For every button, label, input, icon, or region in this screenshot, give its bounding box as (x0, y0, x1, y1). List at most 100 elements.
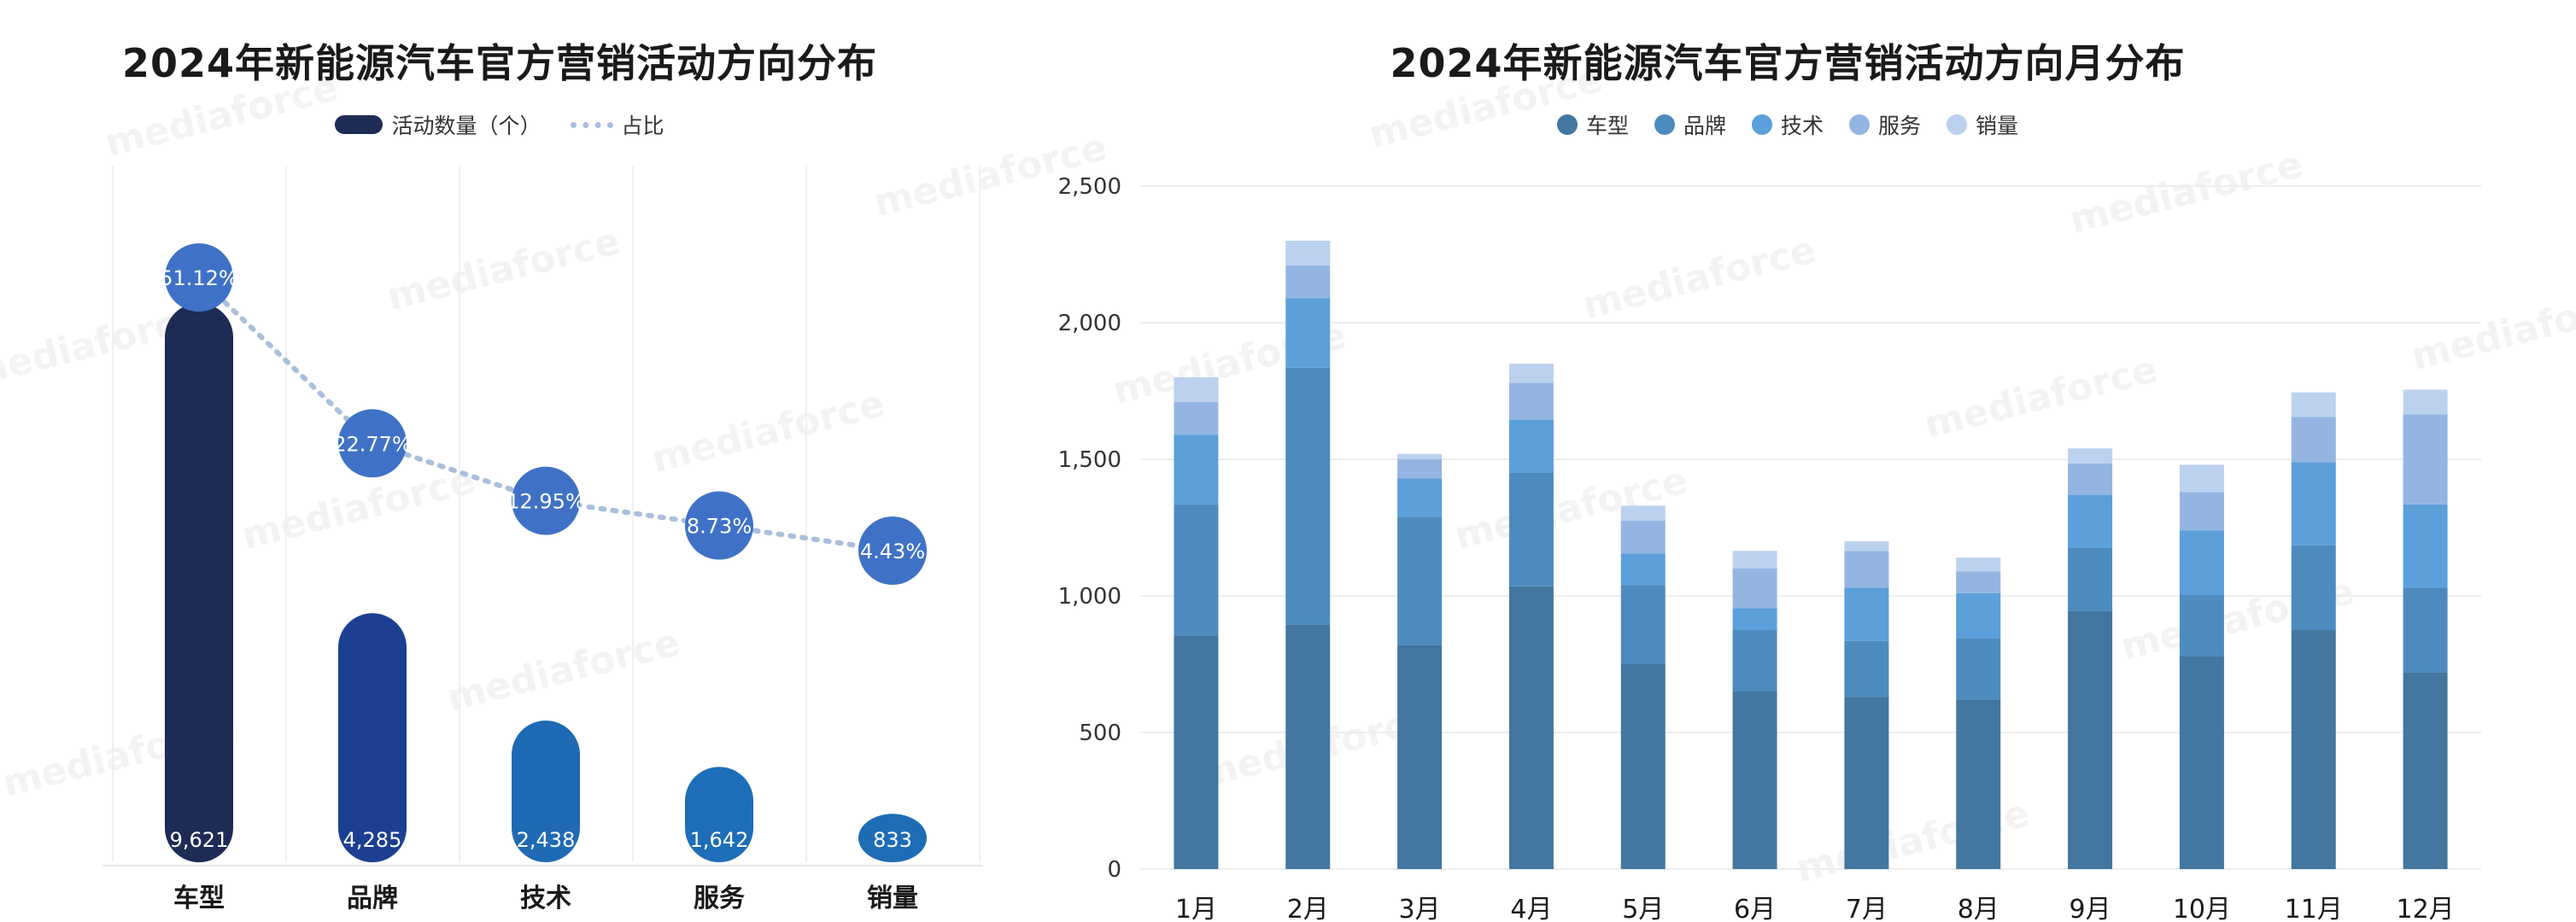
category-label: 服务 (694, 884, 745, 913)
x-tick-label: 2月 (1287, 895, 1329, 922)
stacked-bar-segment (2068, 548, 2113, 611)
stacked-bar-segment (1508, 473, 1554, 586)
stacked-bar-segment (2068, 448, 2113, 464)
x-tick-label: 1月 (1175, 895, 1217, 922)
stacked-bar-segment (1844, 541, 1889, 551)
category-label: 品牌 (347, 884, 398, 913)
legend-item-0: 车型 (1556, 109, 1629, 140)
y-tick-label: 0 (1107, 857, 1121, 883)
bar-value-label: 2,438 (517, 828, 576, 852)
bar (858, 814, 927, 862)
stacked-bar-segment (1397, 516, 1443, 645)
legend-item-4: 销量 (1947, 109, 2018, 140)
legend-item-3: 服务 (1849, 109, 1921, 140)
stacked-bar-segment (1174, 635, 1219, 869)
stacked-bar-segment (1956, 699, 2001, 869)
legend-swatch (1556, 114, 1578, 135)
y-tick-label: 2,000 (1058, 311, 1121, 336)
stacked-bar-segment (1732, 630, 1777, 692)
stacked-bar-segment (1508, 586, 1554, 869)
stacked-bar-segment (1956, 638, 2001, 700)
activity-direction-chart: 2024年新能源汽车官方营销活动方向分布 活动数量（个） 占比 9,621 车型 4… (0, 0, 999, 922)
stacked-bar-segment (1620, 553, 1666, 586)
bar (512, 721, 580, 862)
legend-label: 车型 (1585, 114, 1629, 138)
chart-plot-area: 0 500 1,000 1,500 2,000 2,500 1月 2月 3月 4月 5月 6月 7月 8月… (1058, 174, 2481, 922)
stacked-bar-segment (1732, 692, 1777, 869)
stacked-bar-segment (1732, 569, 1777, 609)
legend-swatch (1654, 114, 1675, 135)
bar-value-label: 4,285 (343, 828, 402, 852)
chart-title: 2024年新能源汽车官方营销活动方向月分布 (1390, 40, 2186, 86)
stacked-bar-segment (2179, 594, 2224, 656)
stacked-bar-segment (1956, 571, 2001, 593)
bar (685, 767, 753, 862)
y-tick-label: 2,500 (1058, 174, 1121, 200)
stacked-bar-segment (2403, 414, 2448, 505)
stacked-bar-segment (1508, 364, 1554, 383)
x-tick-label: 11月 (2285, 895, 2343, 922)
legend-item-count: 活动数量（个） (335, 109, 542, 140)
stacked-bar-segment (2403, 672, 2448, 869)
y-tick-label: 500 (1079, 721, 1121, 746)
x-tick-label: 6月 (1734, 895, 1776, 922)
bar-value-label: 1,642 (690, 828, 749, 852)
legend-label: 销量 (1976, 114, 2019, 138)
stacked-bar-segment (1397, 459, 1443, 479)
stacked-bar-segment (1174, 504, 1219, 636)
stacked-bar-segment (1844, 697, 1889, 869)
legend-label: 活动数量（个） (391, 114, 542, 138)
share-bubble (512, 466, 580, 535)
x-tick-label: 12月 (2396, 895, 2454, 922)
legend-label: 占比 (621, 114, 664, 138)
stacked-bar-segment (1620, 664, 1666, 869)
bar-value-label: 833 (873, 828, 912, 852)
share-label: 4.43% (860, 540, 925, 563)
stacked-bar-segment (1508, 382, 1554, 420)
y-tick-label: 1,000 (1058, 584, 1121, 610)
legend-item-share: 占比 (570, 109, 664, 140)
share-bubble (338, 409, 407, 478)
stacked-bar-segment (1174, 377, 1219, 402)
y-tick-label: 1,500 (1058, 447, 1121, 473)
stacked-bar-segment (2403, 504, 2448, 588)
share-bubble (685, 491, 753, 560)
stacked-bar-segment (1174, 401, 1219, 435)
stacked-bar-segment (1397, 453, 1443, 459)
stacked-bar-segment (2179, 464, 2224, 493)
legend-swatch-count (335, 115, 383, 134)
x-tick-label: 8月 (1958, 895, 1999, 922)
x-tick-label: 5月 (1622, 895, 1664, 922)
chart-legend: 车型 品牌 技术 服务 销量 (999, 109, 2576, 140)
stacked-bar-segment (2068, 494, 2113, 548)
chart-plot-area: 9,621 车型 4,285 品牌 2,438 技术 1,642 服务 833 销量 51.12% 2… (102, 166, 982, 913)
legend-label: 品牌 (1683, 114, 1726, 138)
category-label: 技术 (520, 884, 571, 913)
x-tick-label: 9月 (2070, 895, 2111, 922)
legend-swatch (1751, 114, 1772, 135)
stacked-bar-segment (2291, 417, 2336, 463)
x-tick-label: 10月 (2173, 895, 2231, 922)
legend-item-2: 技术 (1751, 109, 1824, 140)
stacked-bar-segment (1620, 585, 1666, 664)
stacked-bar-segment (2291, 545, 2336, 630)
stacked-bar-segment (1956, 557, 2001, 572)
stacked-bar-segment (2403, 587, 2448, 673)
stacked-bar-segment (1285, 624, 1331, 869)
stacked-bar-segment (2403, 389, 2448, 415)
category-label: 销量 (867, 884, 918, 913)
chart-legend: 活动数量（个） 占比 (0, 109, 999, 140)
legend-label: 技术 (1780, 114, 1824, 138)
legend-swatch-share (570, 121, 613, 128)
chart-title: 2024年新能源汽车官方营销活动方向分布 (121, 40, 878, 86)
x-tick-label: 7月 (1846, 895, 1888, 922)
stacked-bar-segment (2179, 492, 2224, 531)
stacked-bar-segment (1844, 640, 1889, 697)
stacked-bar-segment (1732, 608, 1777, 630)
stacked-bar-segment (1285, 241, 1331, 266)
legend-swatch (1947, 114, 1968, 135)
stacked-bar-segment (1620, 521, 1666, 554)
stacked-bar-segment (1844, 551, 1889, 588)
bar-value-label: 9,621 (170, 828, 229, 852)
share-label: 22.77% (333, 432, 412, 456)
